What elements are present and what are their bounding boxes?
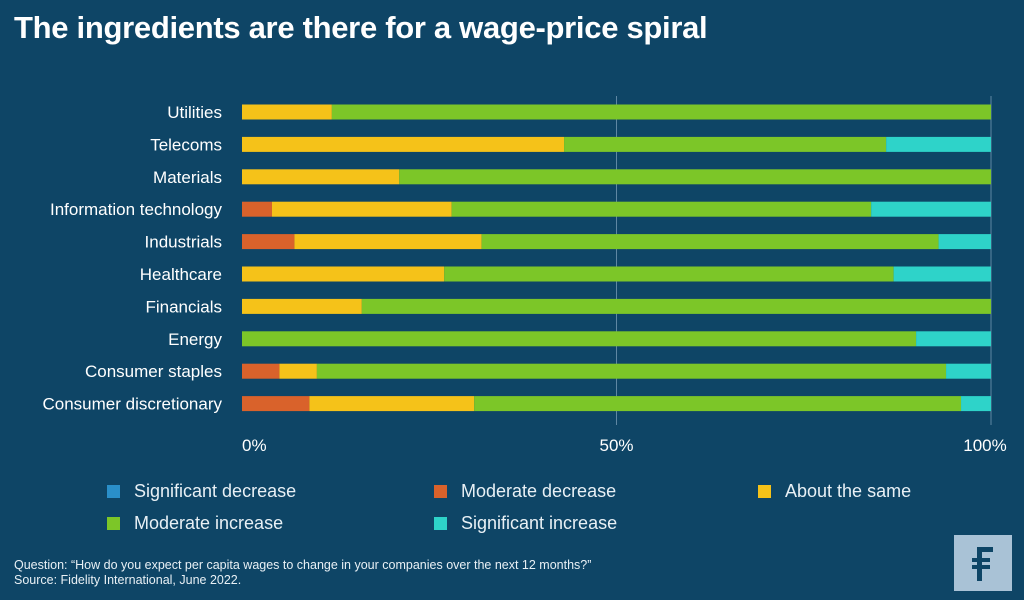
x-tick-label-0: 0%	[242, 436, 267, 455]
x-tick-label-100: 100%	[963, 436, 1006, 455]
bar-healthcare-about-the-same	[242, 266, 445, 282]
fidelity-logo	[954, 535, 1012, 591]
category-label-financials: Financials	[145, 297, 222, 316]
footnote-source: Source: Fidelity International, June 202…	[14, 573, 242, 587]
bar-consumer-staples-moderate-decrease	[242, 363, 280, 379]
footnote-question: Question: “How do you expect per capita …	[14, 558, 592, 572]
bar-financials-moderate-increase	[361, 298, 992, 314]
bar-energy-moderate-increase	[242, 331, 917, 347]
bar-industrials-significant-increase	[938, 234, 991, 250]
bar-industrials-moderate-increase	[481, 234, 939, 250]
bar-consumer-discretionary-significant-increase	[961, 396, 991, 412]
category-label-consumer-staples: Consumer staples	[85, 362, 222, 381]
bar-telecoms-about-the-same	[242, 136, 565, 152]
bar-energy-significant-increase	[916, 331, 991, 347]
category-label-information-technology: Information technology	[50, 200, 222, 219]
bar-utilities-moderate-increase	[331, 104, 991, 120]
bar-consumer-discretionary-about-the-same	[309, 396, 475, 412]
bar-telecoms-significant-increase	[886, 136, 991, 152]
bar-consumer-staples-significant-increase	[946, 363, 991, 379]
bar-consumer-discretionary-moderate-increase	[474, 396, 962, 412]
bar-information-technology-moderate-increase	[451, 201, 872, 217]
bar-industrials-moderate-decrease	[242, 234, 295, 250]
bar-utilities-about-the-same	[242, 104, 332, 120]
category-label-energy: Energy	[168, 330, 222, 349]
category-label-materials: Materials	[153, 168, 222, 187]
category-label-consumer-discretionary: Consumer discretionary	[42, 395, 222, 414]
category-label-telecoms: Telecoms	[150, 135, 222, 154]
bar-telecoms-moderate-increase	[564, 136, 887, 152]
x-tick-label-50: 50%	[599, 436, 633, 455]
bar-materials-about-the-same	[242, 169, 400, 185]
category-label-industrials: Industrials	[145, 233, 222, 252]
bar-information-technology-about-the-same	[271, 201, 452, 217]
bar-materials-moderate-increase	[399, 169, 991, 185]
bar-consumer-staples-about-the-same	[279, 363, 317, 379]
bar-financials-about-the-same	[242, 298, 362, 314]
bar-healthcare-significant-increase	[893, 266, 991, 282]
bar-industrials-about-the-same	[294, 234, 482, 250]
bar-information-technology-significant-increase	[871, 201, 991, 217]
chart-title: The ingredients are there for a wage-pri…	[14, 10, 708, 45]
bar-consumer-staples-moderate-increase	[316, 363, 947, 379]
fidelity-f-logo-icon	[972, 547, 993, 581]
category-label-healthcare: Healthcare	[140, 265, 222, 284]
bar-information-technology-moderate-decrease	[242, 201, 272, 217]
bar-healthcare-moderate-increase	[444, 266, 894, 282]
category-label-utilities: Utilities	[167, 103, 222, 122]
bar-consumer-discretionary-moderate-decrease	[242, 396, 310, 412]
footnote: Question: “How do you expect per capita …	[14, 558, 591, 588]
